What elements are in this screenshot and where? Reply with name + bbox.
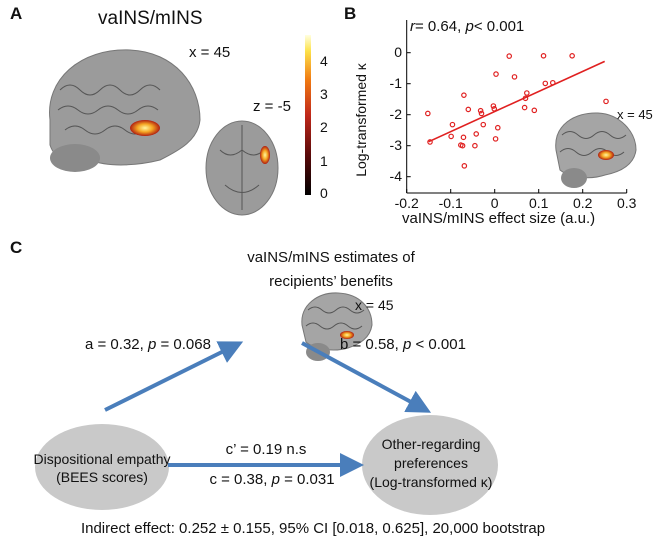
x-tick-label: 0.2 <box>572 195 593 211</box>
data-point <box>506 53 513 59</box>
y-tick-label: 0 <box>394 43 402 60</box>
path-c-coef: c = 0.38, <box>209 471 272 488</box>
data-point <box>542 80 549 87</box>
y-tick-label: -3 <box>389 136 402 153</box>
p-symbol: p <box>465 18 474 35</box>
axial-label: z = -5 <box>253 98 291 115</box>
correlation-stat: r= 0.64, p< 0.001 <box>410 18 524 35</box>
data-point <box>480 121 487 128</box>
mediator-title-line2: recipients’ benefits <box>269 273 393 290</box>
r-value: = 0.64, <box>415 18 466 35</box>
data-point <box>540 52 547 59</box>
data-point <box>491 106 498 112</box>
scatter-plot <box>406 20 628 194</box>
colorbar <box>305 35 311 195</box>
panel-c-label: C <box>10 238 23 257</box>
x-tick-label: 0 <box>490 195 499 211</box>
p-symbol: p <box>147 336 157 353</box>
data-point <box>478 110 485 117</box>
y-tick-label: -2 <box>389 105 402 122</box>
colorbar-tick: 1 <box>320 153 328 169</box>
data-point <box>522 95 529 102</box>
data-point <box>425 110 431 117</box>
path-c-prime-label: c’ = 0.19 n.s <box>225 441 307 458</box>
path-a-arrow <box>104 341 244 412</box>
predictor-line: (BEES scores) <box>56 469 148 485</box>
data-point <box>473 131 480 137</box>
outcome-node <box>362 415 498 515</box>
outcome-line: Other-regarding <box>381 436 481 452</box>
data-point <box>492 136 499 142</box>
colorbar-tick: 4 <box>320 53 328 69</box>
path-b-p: < 0.001 <box>411 336 466 353</box>
path-b-arrow <box>301 341 432 413</box>
path-a-label: a = 0.32, p = 0.068 <box>85 336 211 353</box>
x-tick-label: 0.1 <box>528 195 549 211</box>
path-b-coef: b = 0.58, <box>340 336 403 353</box>
outcome-label: Other-regarding preferences (Log-transform… <box>370 435 493 492</box>
sagittal-label: x = 45 <box>189 44 231 61</box>
colorbar-tick: 0 <box>320 185 328 201</box>
p-symbol: p <box>271 471 280 488</box>
data-point <box>460 134 467 141</box>
outcome-line: preferences <box>394 455 468 471</box>
axial-brain-image <box>205 120 279 216</box>
data-point <box>569 52 575 59</box>
data-point <box>603 98 609 105</box>
data-point <box>490 103 497 109</box>
data-point <box>494 124 501 131</box>
path-c-p: = 0.031 <box>279 471 335 488</box>
data-point <box>521 104 528 111</box>
data-point <box>549 79 556 86</box>
panel-b-label: B <box>344 4 357 23</box>
data-point <box>449 121 456 128</box>
p-symbol: p <box>402 336 412 353</box>
inset-brain-image <box>555 112 637 188</box>
data-point <box>493 71 499 77</box>
data-point <box>511 74 518 80</box>
data-point <box>477 107 484 114</box>
data-point <box>427 139 433 145</box>
indirect-effect-text: Indirect effect: 0.252 ± 0.155, 95% CI [… <box>80 520 546 537</box>
r-symbol: r <box>410 18 415 35</box>
path-a-p: = 0.068 <box>156 336 211 353</box>
path-c-label: c = 0.38, p = 0.031 <box>209 471 334 488</box>
p-value: < 0.001 <box>473 18 525 35</box>
data-point <box>524 90 530 96</box>
data-point <box>461 92 467 98</box>
x-tick-label: -0.1 <box>438 195 463 211</box>
path-a-coef: a = 0.32, <box>85 336 148 353</box>
data-point <box>461 163 468 169</box>
mediator-brain-label: x = 45 <box>355 297 394 313</box>
data-point <box>531 107 538 114</box>
colorbar-tick: 2 <box>320 119 328 135</box>
data-point <box>465 106 472 113</box>
x-tick-label: 0.3 <box>616 195 637 211</box>
panel-a-label: A <box>10 4 23 23</box>
mediator-title-line1: vaINS/mINS estimates of <box>247 249 415 266</box>
panel-a-title: vaINS/mINS <box>98 8 203 29</box>
y-tick-label: -1 <box>389 74 402 91</box>
fit-line <box>428 60 606 143</box>
sagittal-brain-image <box>49 49 201 172</box>
inset-label: x = 45 <box>617 107 653 122</box>
data-point <box>448 133 454 140</box>
x-axis-label: vaINS/mINS effect size (a.u.) <box>402 210 596 227</box>
x-tick-label: -0.2 <box>394 195 419 211</box>
predictor-label: Dispositional empathy (BEES scores) <box>34 450 171 486</box>
predictor-node <box>35 424 169 510</box>
data-point <box>472 142 478 149</box>
path-b-label: b = 0.58, p < 0.001 <box>340 336 466 353</box>
y-tick-label: -4 <box>389 167 402 184</box>
outcome-line: (Log-transformed κ) <box>369 474 493 490</box>
y-axis-label: Log-transformed κ <box>353 63 369 177</box>
data-point <box>459 142 466 149</box>
predictor-line: Dispositional empathy <box>33 451 171 467</box>
colorbar-tick: 3 <box>320 86 328 102</box>
